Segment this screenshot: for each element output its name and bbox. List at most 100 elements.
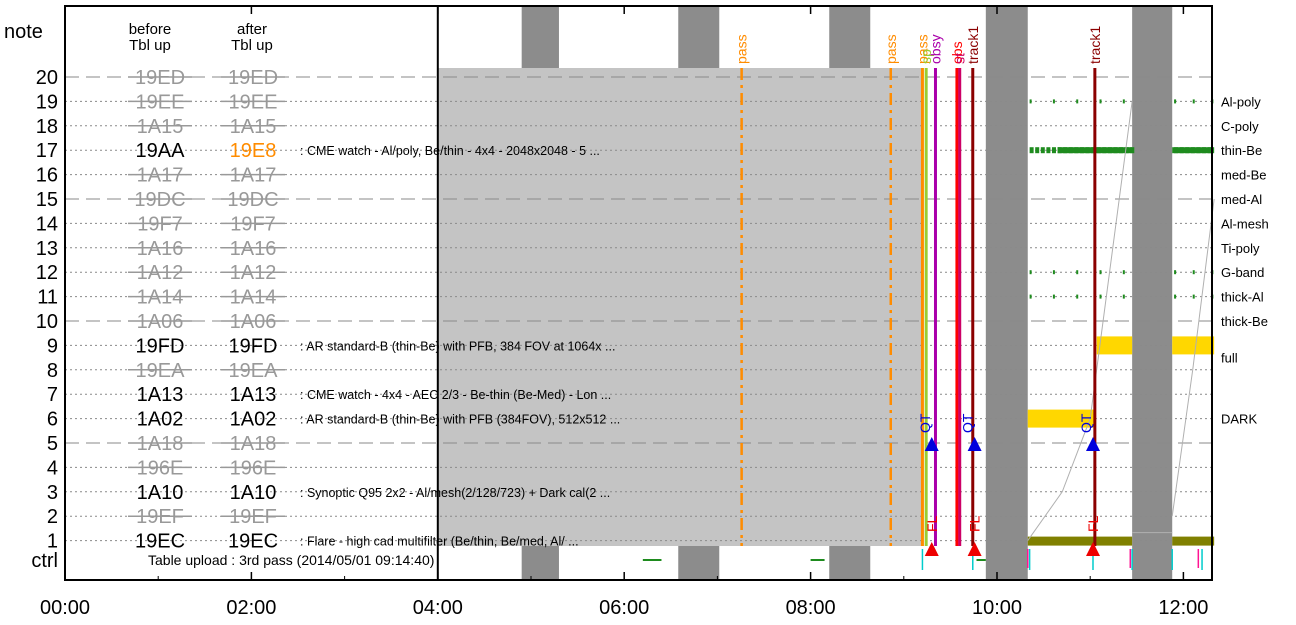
row-number: 8	[47, 360, 58, 382]
axes: 00:00 02:00 04:00 06:00 08:00 10:00 12:00	[40, 5, 1213, 619]
after-header: Tbl up	[231, 37, 273, 54]
row-number: 10	[36, 311, 58, 333]
row-number: 4	[47, 457, 58, 479]
qt-label: QT	[1078, 413, 1094, 433]
before-header: before	[129, 21, 172, 38]
program-description: : Flare - high cad multifilter (Be/thin,…	[300, 535, 579, 549]
before-id: 1A15	[137, 116, 184, 138]
after-id: 1A13	[230, 384, 277, 406]
x-tick-label: 12:00	[1158, 597, 1208, 619]
exposure-tick	[1174, 99, 1177, 104]
note-header: note	[4, 21, 43, 43]
exposure-tick	[1029, 99, 1032, 104]
after-id: 19EC	[228, 531, 278, 553]
exposure-tick	[1076, 294, 1079, 299]
activity-traces	[642, 99, 1215, 570]
exposure-tick	[1076, 99, 1079, 104]
exposure-tick	[1046, 147, 1051, 154]
fl-label: FL	[967, 515, 983, 532]
program-description: : CME watch - Al/poly, Be/thin - 4x4 - 2…	[300, 144, 600, 158]
row-number: 20	[36, 67, 58, 89]
table-block-mask	[65, 68, 438, 546]
before-id: 1A13	[137, 384, 184, 406]
fl-label: FL	[924, 515, 940, 532]
after-id: 196E	[230, 457, 277, 479]
x-tick-label: 00:00	[40, 597, 90, 619]
before-id: 19EF	[136, 506, 184, 528]
before-id: 19EE	[136, 91, 185, 113]
x-tick-label: 08:00	[786, 597, 836, 619]
row-number: 2	[47, 506, 58, 528]
before-id: 19ED	[135, 67, 185, 89]
qt-triangle	[967, 437, 982, 451]
trace-line	[1171, 198, 1215, 517]
event-label-track1: track1	[965, 26, 981, 64]
fl-label: FL	[1085, 515, 1101, 532]
exposure-tick	[1192, 294, 1195, 299]
program-description: : Synoptic Q95 2x2 - Al/mesh(2/128/723) …	[300, 486, 610, 500]
qt-label: QT	[960, 413, 976, 433]
event-label-pass: pass	[914, 34, 930, 64]
x-tick-label: 02:00	[226, 597, 276, 619]
exposure-tick	[1099, 99, 1102, 104]
after-id: 19E8	[230, 140, 277, 162]
before-id: 19DC	[134, 189, 185, 211]
before-id: 196E	[137, 457, 184, 479]
before-id: 1A18	[137, 433, 184, 455]
filter-label: thick-Al	[1221, 290, 1264, 305]
before-id: 1A06	[137, 311, 184, 333]
ctrl-label: ctrl	[31, 550, 58, 572]
exposure-tick	[1052, 294, 1055, 299]
after-id: 1A14	[230, 287, 277, 309]
exposure-tick	[1130, 147, 1135, 154]
row-number: 18	[36, 116, 58, 138]
row-number: 13	[36, 238, 58, 260]
night-band	[985, 6, 1028, 580]
night-band	[1132, 6, 1173, 580]
after-id: 19F7	[230, 213, 276, 235]
row-number: 7	[47, 384, 58, 406]
event-label-obs: obs	[949, 41, 965, 64]
row-number: 14	[36, 213, 58, 235]
exposure-tick	[1076, 270, 1079, 275]
before-id: 1A02	[137, 409, 184, 431]
before-id: 1A10	[137, 482, 184, 504]
program-description: : AR standard-B (thin-Be) with PFB (384F…	[300, 413, 620, 427]
after-id: 1A02	[230, 409, 277, 431]
after-id: 19EA	[229, 360, 279, 382]
row-number: 12	[36, 262, 58, 284]
row-number: 5	[47, 433, 58, 455]
full-block	[1172, 336, 1215, 355]
qt-triangle	[924, 437, 939, 451]
filter-label: DARK	[1221, 412, 1257, 427]
before-id: 19EA	[136, 360, 186, 382]
filter-label: med-Be	[1221, 168, 1267, 183]
before-id: 1A12	[137, 262, 184, 284]
event-label-track1: track1	[1087, 26, 1103, 64]
fl-triangle	[967, 542, 982, 556]
after-id: 19EE	[229, 91, 278, 113]
filter-label: thick-Be	[1221, 314, 1268, 329]
row-number: 19	[36, 91, 58, 113]
filter-label: C-poly	[1221, 119, 1259, 134]
after-id: 1A06	[230, 311, 277, 333]
after-id: 1A10	[230, 482, 277, 504]
before-id: 1A17	[137, 165, 184, 187]
after-id: 1A12	[230, 262, 277, 284]
exposure-tick	[1122, 270, 1125, 275]
exposure-tick	[1122, 294, 1125, 299]
flare-bar	[1027, 536, 1133, 546]
exposure-tick	[1192, 99, 1195, 104]
x-tick-label: 04:00	[413, 597, 463, 619]
before-id: 19F7	[137, 213, 183, 235]
filter-label: Al-poly	[1221, 94, 1261, 109]
event-label-st: st	[952, 53, 968, 64]
x-tick-label: 06:00	[599, 597, 649, 619]
qt-label: QT	[917, 413, 933, 433]
event-label-sp: sp	[918, 49, 934, 64]
row-number: 16	[36, 165, 58, 187]
program-description: : AR standard-B (thin-Be) with PFB, 384 …	[300, 339, 615, 353]
fl-triangle	[924, 542, 939, 556]
event-label-pass: pass	[734, 34, 750, 64]
exposure-tick	[1029, 147, 1034, 154]
